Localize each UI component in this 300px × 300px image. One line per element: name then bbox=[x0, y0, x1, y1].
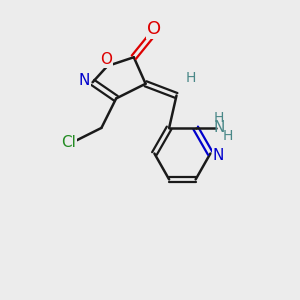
Text: N: N bbox=[79, 73, 90, 88]
Text: N: N bbox=[213, 148, 224, 164]
Text: H: H bbox=[186, 71, 196, 85]
Text: Cl: Cl bbox=[61, 135, 76, 150]
Text: O: O bbox=[100, 52, 112, 67]
Text: H: H bbox=[222, 129, 233, 143]
Text: H: H bbox=[214, 112, 224, 125]
Text: O: O bbox=[147, 20, 161, 38]
Text: N: N bbox=[214, 120, 225, 135]
